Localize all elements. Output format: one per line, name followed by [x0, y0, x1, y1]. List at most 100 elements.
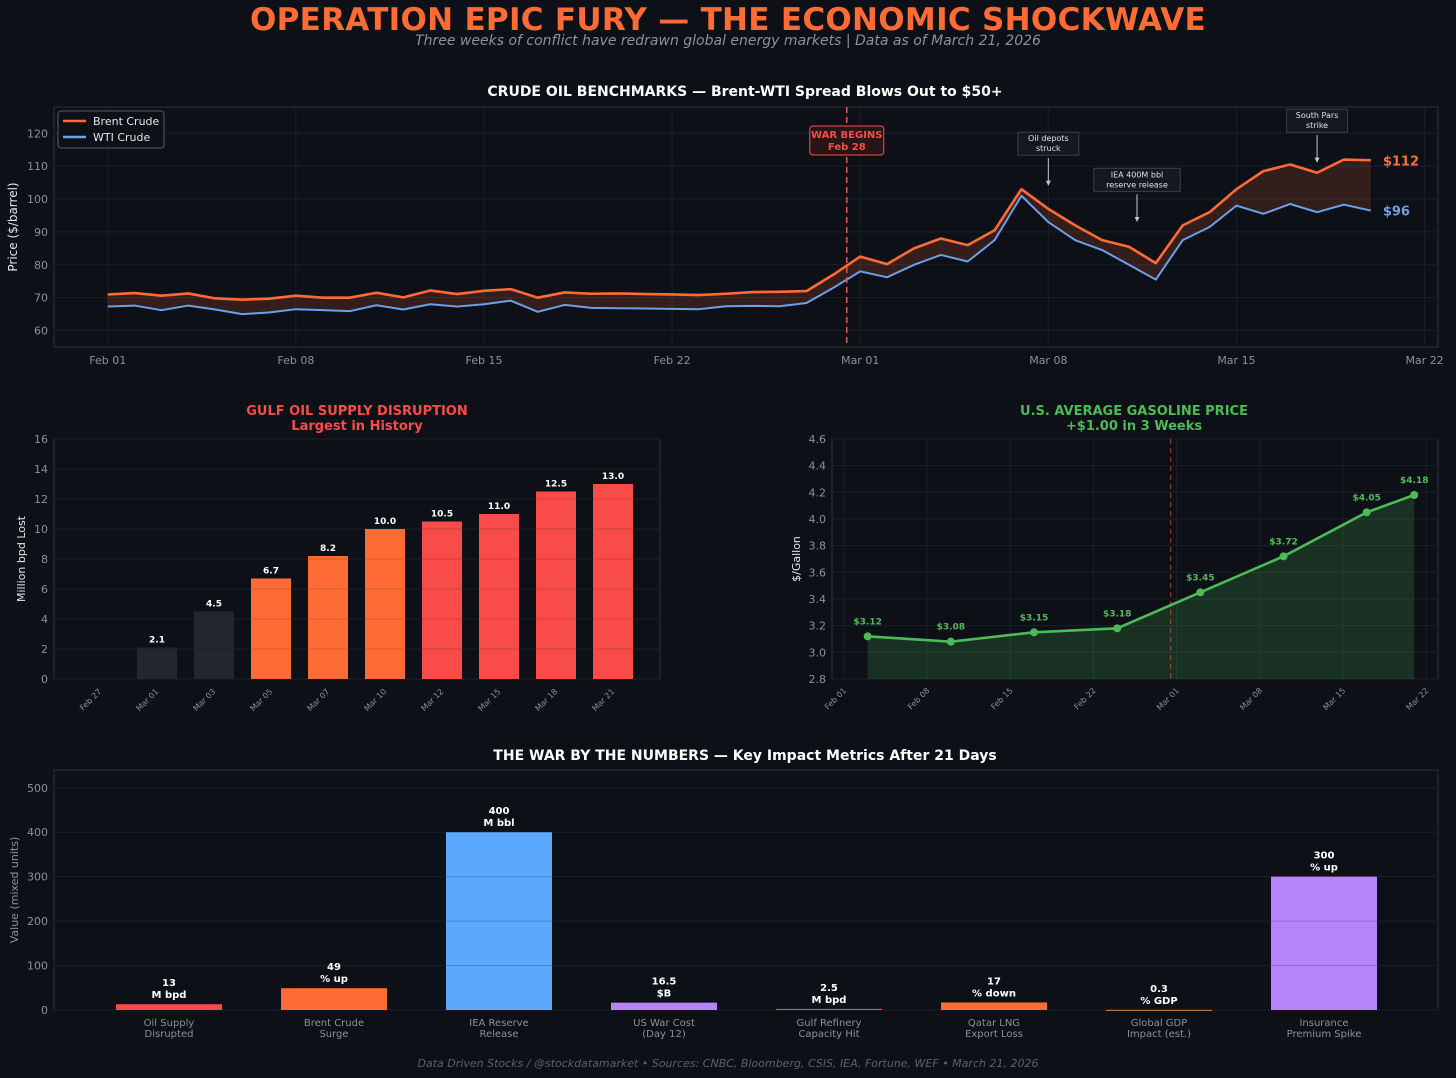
crude-y-tick: 120	[27, 127, 48, 140]
gulf-bar	[365, 529, 405, 679]
numbers-chart-title: THE WAR BY THE NUMBERS — Key Impact Metr…	[493, 748, 996, 764]
numbers-unit-label: % GDP	[1140, 996, 1177, 1007]
crude-x-tick: Mar 22	[1405, 354, 1443, 367]
numbers-value-label: 300	[1314, 851, 1335, 862]
gulf-x-tick: Mar 05	[248, 687, 274, 713]
gas-value-label: $3.15	[1020, 613, 1048, 623]
footer-sources: Data Driven Stocks / @stockdatamarket • …	[417, 1057, 1039, 1070]
gas-point	[1410, 491, 1419, 499]
numbers-bar	[1106, 1009, 1212, 1011]
numbers-y-tick: 300	[27, 871, 48, 884]
crude-x-tick: Feb 08	[277, 354, 314, 367]
numbers-x-tick: Insurance	[1299, 1018, 1348, 1029]
gulf-x-tick: Mar 21	[590, 687, 616, 713]
gas-value-label: $3.72	[1269, 537, 1297, 547]
gas-value-label: $3.08	[937, 623, 965, 633]
gulf-x-tick: Mar 03	[191, 687, 217, 713]
gulf-chart-subtitle: Largest in History	[291, 419, 423, 434]
gulf-bar	[422, 521, 462, 679]
numbers-bar	[446, 832, 552, 1010]
gas-x-tick: Feb 08	[906, 686, 931, 711]
numbers-unit-label: M bbl	[483, 818, 514, 829]
gas-y-tick: 2.8	[809, 673, 827, 686]
war-begins-box	[809, 125, 885, 156]
crude-y-axis-label: Price ($/barrel)	[6, 182, 20, 271]
numbers-bar	[941, 1002, 1047, 1010]
numbers-value-label: 400	[489, 806, 510, 817]
brent-line	[107, 158, 1371, 301]
gulf-y-tick: 2	[41, 643, 48, 656]
legend-wti: WTI Crude	[93, 131, 150, 144]
crude-x-tick: Feb 15	[465, 354, 502, 367]
gas-y-tick: 4.4	[809, 460, 827, 473]
gulf-bar	[479, 514, 519, 679]
gas-area	[867, 495, 1415, 679]
numbers-x-tick: Capacity Hit	[798, 1029, 859, 1040]
gas-value-label: $3.45	[1186, 573, 1214, 583]
gulf-y-tick: 6	[41, 583, 48, 596]
crude-y-tick: 90	[34, 226, 48, 239]
numbers-x-tick: IEA Reserve	[469, 1018, 528, 1029]
numbers-x-tick: Surge	[319, 1029, 348, 1040]
crude-y-tick: 110	[27, 160, 48, 173]
gas-point	[1279, 552, 1288, 561]
gulf-value-label: 11.0	[488, 502, 510, 512]
gulf-x-tick: Mar 15	[476, 687, 502, 713]
numbers-value-label: 49	[327, 962, 341, 973]
numbers-x-tick: Export Loss	[965, 1029, 1023, 1040]
gas-y-tick: 4.2	[809, 486, 827, 499]
gulf-y-tick: 14	[34, 463, 48, 476]
numbers-x-tick: Oil Supply	[144, 1018, 195, 1029]
numbers-value-label: 0.3	[1150, 984, 1168, 995]
wti-end-label: $96	[1383, 205, 1410, 220]
numbers-bar	[611, 1002, 717, 1010]
gas-y-tick: 3.4	[809, 593, 827, 606]
gas-point	[1113, 624, 1122, 633]
gas-chart-title: U.S. AVERAGE GASOLINE PRICE	[1020, 404, 1248, 419]
numbers-y-axis-label: Value (mixed units)	[8, 837, 21, 944]
annotation-text: IEA 400M bbl	[1111, 170, 1164, 179]
gulf-value-label: 8.2	[320, 544, 336, 554]
gulf-value-label: 13.0	[602, 472, 624, 482]
gas-y-tick: 3.8	[809, 540, 827, 553]
gas-point	[1196, 588, 1205, 597]
numbers-bar	[116, 1004, 222, 1010]
war-begins-date: Feb 28	[828, 142, 866, 153]
gas-x-tick: Mar 15	[1321, 686, 1347, 712]
gas-x-tick: Feb 22	[1072, 686, 1097, 711]
numbers-unit-label: % up	[320, 974, 348, 985]
crude-legend: Brent Crude WTI Crude	[57, 110, 165, 149]
gulf-y-tick: 10	[34, 523, 48, 536]
numbers-value-label: 2.5	[820, 983, 838, 994]
gulf-bar	[137, 647, 177, 679]
gulf-y-axis-label: Million bpd Lost	[15, 515, 28, 602]
numbers-chart: THE WAR BY THE NUMBERS — Key Impact Metr…	[8, 748, 1439, 1040]
numbers-unit-label: % down	[972, 988, 1016, 999]
wti-line	[107, 194, 1372, 316]
numbers-y-tick: 400	[27, 826, 48, 839]
war-begins-label: WAR BEGINS	[811, 130, 882, 141]
gulf-supply-chart: GULF OIL SUPPLY DISRUPTION Largest in Hi…	[15, 404, 661, 713]
crude-x-tick: Mar 08	[1029, 354, 1067, 367]
numbers-bar	[281, 988, 387, 1010]
gas-value-label: $3.18	[1103, 609, 1131, 619]
gas-value-label: $4.05	[1352, 493, 1380, 503]
numbers-bar	[776, 1008, 882, 1010]
gulf-y-tick: 8	[41, 553, 48, 566]
numbers-y-tick: 500	[27, 782, 48, 795]
numbers-x-tick: Release	[479, 1029, 518, 1040]
gulf-value-label: 12.5	[545, 480, 567, 490]
numbers-y-tick: 0	[41, 1004, 48, 1017]
gulf-x-tick: Mar 10	[362, 687, 388, 713]
numbers-x-tick: Disrupted	[145, 1029, 194, 1040]
gas-plot-area	[831, 438, 1439, 680]
numbers-unit-label: M bpd	[812, 995, 847, 1006]
numbers-x-tick: Qatar LNG	[968, 1018, 1020, 1029]
numbers-y-tick: 100	[27, 960, 48, 973]
gasoline-chart: U.S. AVERAGE GASOLINE PRICE +$1.00 in 3 …	[790, 404, 1439, 712]
gulf-x-tick: Mar 18	[533, 687, 559, 713]
crude-oil-chart: CRUDE OIL BENCHMARKS — Brent-WTI Spread …	[6, 84, 1444, 367]
gulf-y-tick: 16	[34, 433, 48, 446]
gulf-x-tick: Mar 12	[419, 687, 445, 713]
